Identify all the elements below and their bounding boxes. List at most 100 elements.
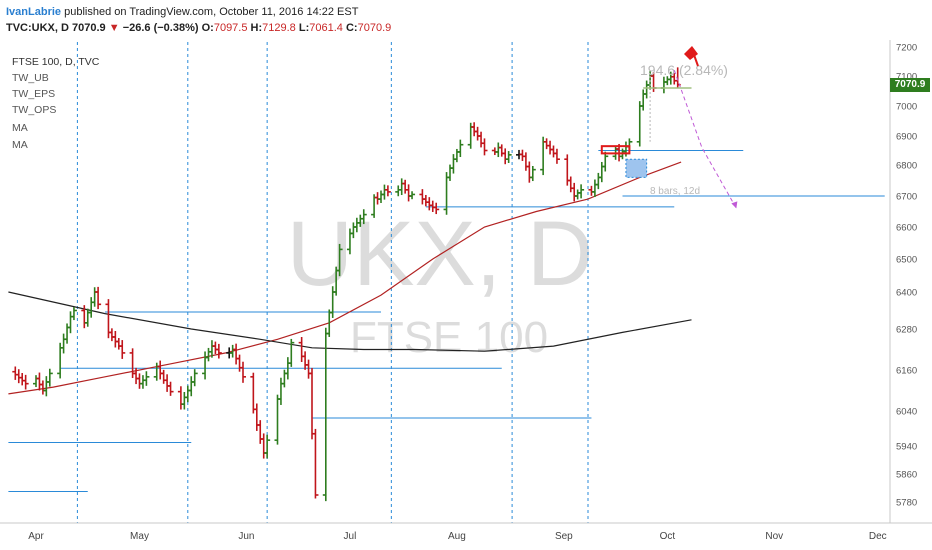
- ohlc-bar: [360, 209, 367, 225]
- close-value: 7070.9: [357, 22, 392, 34]
- publish-line: IvanLabrie published on TradingView.com,…: [6, 6, 358, 18]
- ohlc-bar: [502, 148, 509, 165]
- ohlc-bar: [64, 323, 71, 344]
- x-tick-label: May: [130, 531, 149, 542]
- ohlc-bar: [471, 122, 478, 137]
- ohlc-bar: [595, 172, 602, 190]
- ohlc-bar: [405, 184, 412, 202]
- ohlc-bar: [215, 343, 222, 359]
- ohlc-bar: [164, 374, 171, 392]
- ohlc-bar: [384, 185, 391, 197]
- ohlc-bar: [43, 376, 50, 397]
- ohlc-bar: [119, 340, 126, 359]
- x-tick-label: Nov: [765, 531, 783, 542]
- x-tick-label: Dec: [869, 531, 887, 542]
- x-tick-label: Jun: [238, 531, 254, 542]
- target-zone-box: [625, 158, 648, 178]
- ohlc-bar: [181, 391, 188, 410]
- last-price: 7070.9: [72, 22, 106, 34]
- author-link[interactable]: IvanLabrie: [6, 6, 62, 18]
- indicator-ma-1[interactable]: MA: [12, 122, 28, 134]
- ohlc-bar: [643, 80, 650, 99]
- ohlc-bar: [167, 381, 174, 396]
- projection-path: [673, 70, 737, 209]
- ohlc-bar: [143, 371, 150, 386]
- ohlc-bar: [257, 420, 264, 444]
- ohlc-bar: [309, 367, 315, 440]
- ohlc-bar: [236, 354, 243, 372]
- ohlc-bar: [302, 351, 309, 370]
- ohlc-bar: [288, 338, 295, 367]
- ohlc-bar: [578, 184, 585, 199]
- ohlc-bar: [588, 185, 595, 196]
- ohlc-bar: [15, 369, 22, 384]
- ohlc-bar: [505, 151, 512, 163]
- ohlc-bar: [277, 377, 284, 405]
- ohlc-bar: [498, 144, 505, 157]
- ohlc-bar: [12, 366, 19, 380]
- y-tick-label: 6700: [896, 192, 917, 203]
- vertical-markers: [76, 42, 589, 523]
- red-zone-box: [600, 145, 631, 155]
- ohlc-bar: [260, 433, 267, 459]
- y-tick-label: 6160: [896, 366, 917, 377]
- ma-slow-line: [8, 291, 692, 352]
- ohlc-bar: [457, 139, 464, 158]
- ohlc-bar: [591, 179, 598, 198]
- ohlc-bar: [205, 347, 212, 362]
- indicator-tw-eps[interactable]: TW_EPS: [12, 88, 56, 100]
- ma-fast-line: [8, 161, 682, 395]
- y-tick-label: 6280: [896, 325, 917, 336]
- indicator-ma-2[interactable]: MA: [12, 139, 28, 151]
- open-value: 7097.5: [213, 22, 248, 34]
- moving-averages: [8, 161, 692, 395]
- ohlc-bar: [298, 337, 305, 362]
- ohlc-bar: [84, 308, 91, 327]
- ohlc-bar: [136, 373, 143, 389]
- ohlc-bar: [543, 138, 550, 150]
- ohlc-bar: [91, 287, 98, 307]
- indicator-tw-ub[interactable]: TW_UB: [12, 72, 49, 84]
- ohlc-bar: [453, 148, 460, 163]
- indicator-tw-ops[interactable]: TW_OPS: [12, 104, 57, 116]
- ohlc-bar: [188, 376, 195, 397]
- y-tick-label: 7100: [896, 72, 917, 83]
- ohlc-bar: [660, 76, 667, 94]
- ohlc-bar: [240, 361, 246, 383]
- ohlc-bar: [281, 369, 288, 388]
- drawing-tools[interactable]: 194.6 (2.84%) 8 bars, 12d: [600, 46, 738, 209]
- ohlc-bar: [395, 185, 402, 197]
- ohlc-bar: [574, 189, 581, 200]
- horizontal-levels[interactable]: [8, 150, 885, 492]
- ohlc-bar: [322, 327, 329, 502]
- ohlc-bar: [312, 428, 319, 499]
- watermark-name: FTSE 100: [350, 313, 548, 362]
- ohlc-bar: [88, 297, 95, 318]
- ohlc-bar: [253, 403, 260, 431]
- y-tick-label: 5780: [896, 498, 917, 509]
- chart-header: IvanLabrie published on TradingView.com,…: [0, 0, 932, 40]
- ohlc-bar: [115, 338, 122, 350]
- ohlc-bar: [478, 131, 485, 148]
- ohlc-bar: [177, 386, 184, 410]
- ohlc-bar: [547, 140, 554, 155]
- symbol-label[interactable]: TVC:UKX, D: [6, 22, 69, 34]
- ohlc-bar: [36, 372, 43, 391]
- ohlc-bar: [433, 202, 440, 215]
- ohlc-bar: [39, 380, 46, 395]
- ohlc-bar: [553, 148, 560, 164]
- ohlc-bar: [640, 89, 647, 111]
- y-tick-label: 5860: [896, 470, 917, 481]
- y-tick-label: 6800: [896, 161, 917, 172]
- ohlc-bar: [202, 351, 209, 380]
- low-value: 7061.4: [309, 22, 343, 34]
- legend-title: FTSE 100, D, TVC: [12, 56, 100, 68]
- watermark: UKX, D FTSE 100: [287, 203, 594, 362]
- y-tick-label: 6900: [896, 132, 917, 143]
- bars-span-label: 8 bars, 12d: [650, 186, 700, 197]
- ohlc-bar: [336, 243, 343, 277]
- x-tick-label: Jul: [344, 531, 357, 542]
- ohlc-bar: [264, 434, 271, 459]
- high-value: 7129.8: [262, 22, 296, 34]
